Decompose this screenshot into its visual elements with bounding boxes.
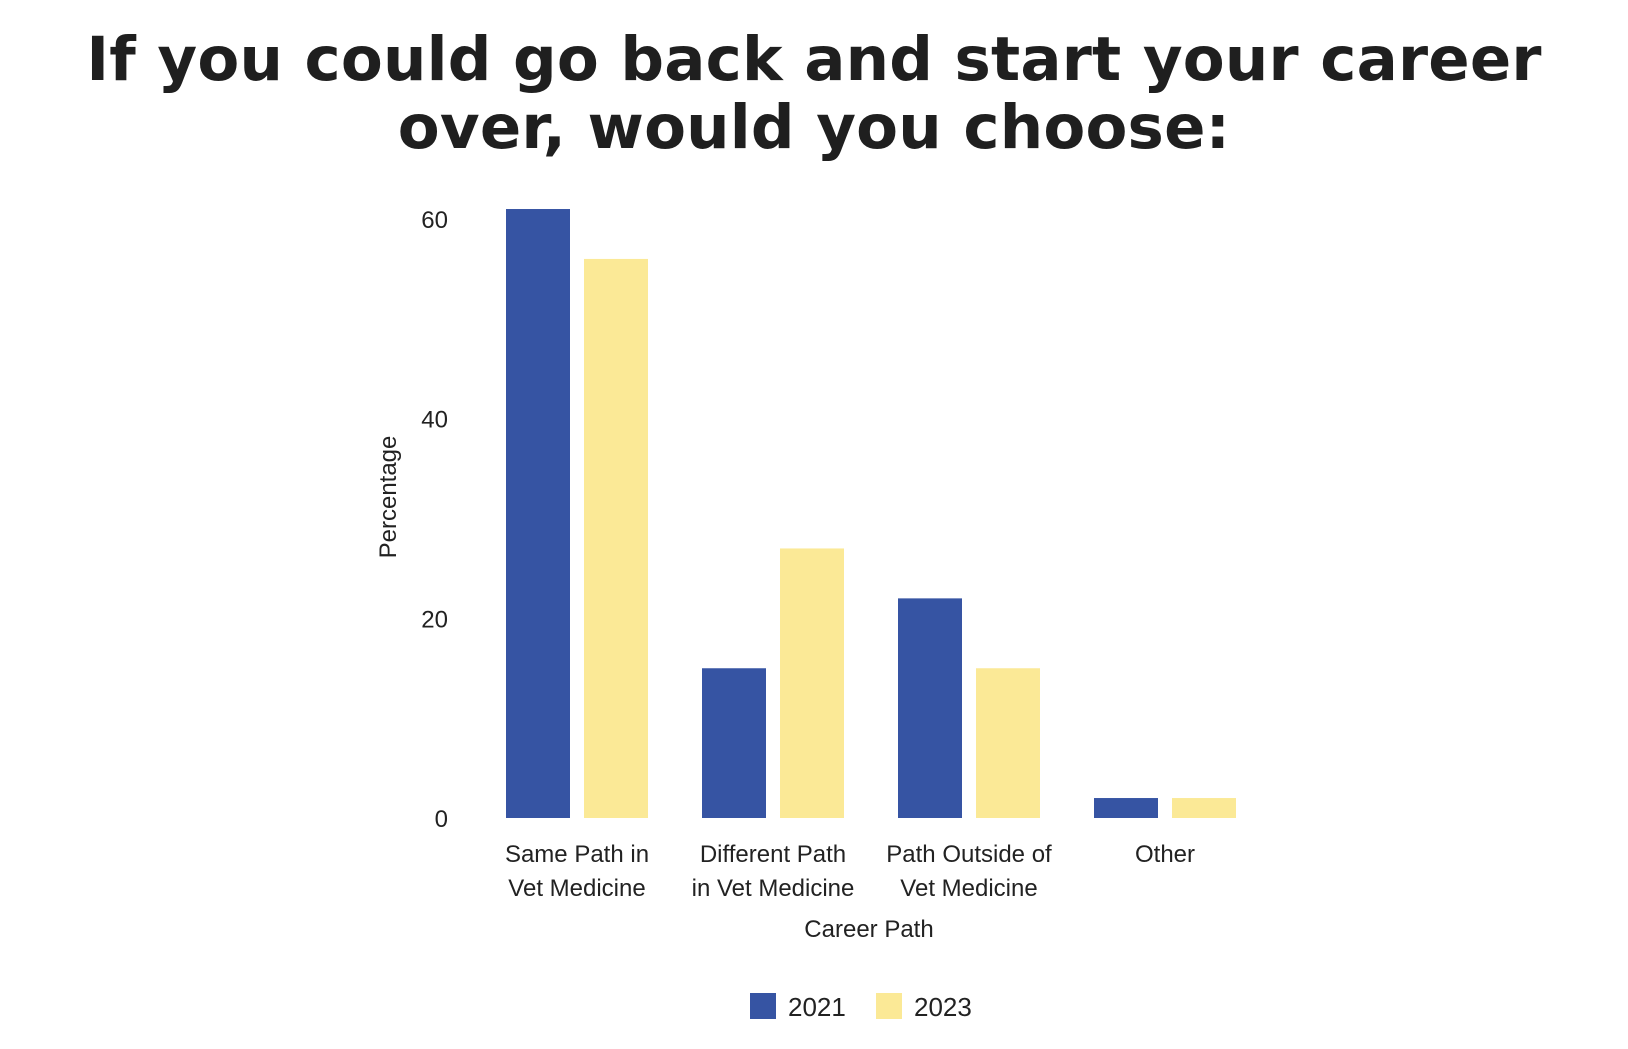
chart-title-line: If you could go back and start your care… xyxy=(86,24,1542,95)
bars xyxy=(506,209,1236,818)
y-axis-ticks: 0 20 40 60 xyxy=(421,207,448,833)
x-tick-label-line: Vet Medicine xyxy=(900,875,1037,902)
x-tick-label-line: Same Path in xyxy=(505,841,649,868)
x-tick-label: Different Path in Vet Medicine xyxy=(692,841,855,902)
x-tick-label: Path Outside of Vet Medicine xyxy=(886,841,1052,902)
y-tick-label: 40 xyxy=(421,407,448,434)
legend-swatch-2023 xyxy=(876,993,902,1019)
x-tick-label-line: Different Path xyxy=(700,841,846,868)
y-axis-title: Percentage xyxy=(375,436,402,559)
bar-2023 xyxy=(976,668,1040,818)
x-tick-label: Other xyxy=(1135,841,1195,868)
bar-2023 xyxy=(1172,798,1236,818)
chart-title-line: over, would you choose: xyxy=(397,92,1231,163)
legend-label-2023: 2023 xyxy=(914,992,972,1022)
legend-label-2021: 2021 xyxy=(788,992,846,1022)
x-axis-title: Career Path xyxy=(804,916,933,943)
x-tick-label-line: Other xyxy=(1135,841,1195,868)
bar-2021 xyxy=(1094,798,1158,818)
y-tick-label: 20 xyxy=(421,606,448,633)
bar-2023 xyxy=(584,258,648,818)
bar-2021 xyxy=(702,668,766,818)
bar-2021 xyxy=(506,209,570,818)
bar-2023 xyxy=(780,548,844,818)
x-tick-label-line: Path Outside of xyxy=(886,841,1052,868)
legend-swatch-2021 xyxy=(750,993,776,1019)
chart-title: If you could go back and start your care… xyxy=(0,26,1628,162)
y-tick-label: 60 xyxy=(421,207,448,234)
bar-2021 xyxy=(898,598,962,818)
x-tick-label-line: Vet Medicine xyxy=(508,875,645,902)
x-axis-ticks: Same Path in Vet Medicine Different Path in… xyxy=(505,841,1195,902)
y-tick-label: 0 xyxy=(435,806,448,833)
x-tick-label-line: in Vet Medicine xyxy=(692,875,855,902)
x-tick-label: Same Path in Vet Medicine xyxy=(505,841,649,902)
legend: 2021 2023 xyxy=(750,992,972,1022)
